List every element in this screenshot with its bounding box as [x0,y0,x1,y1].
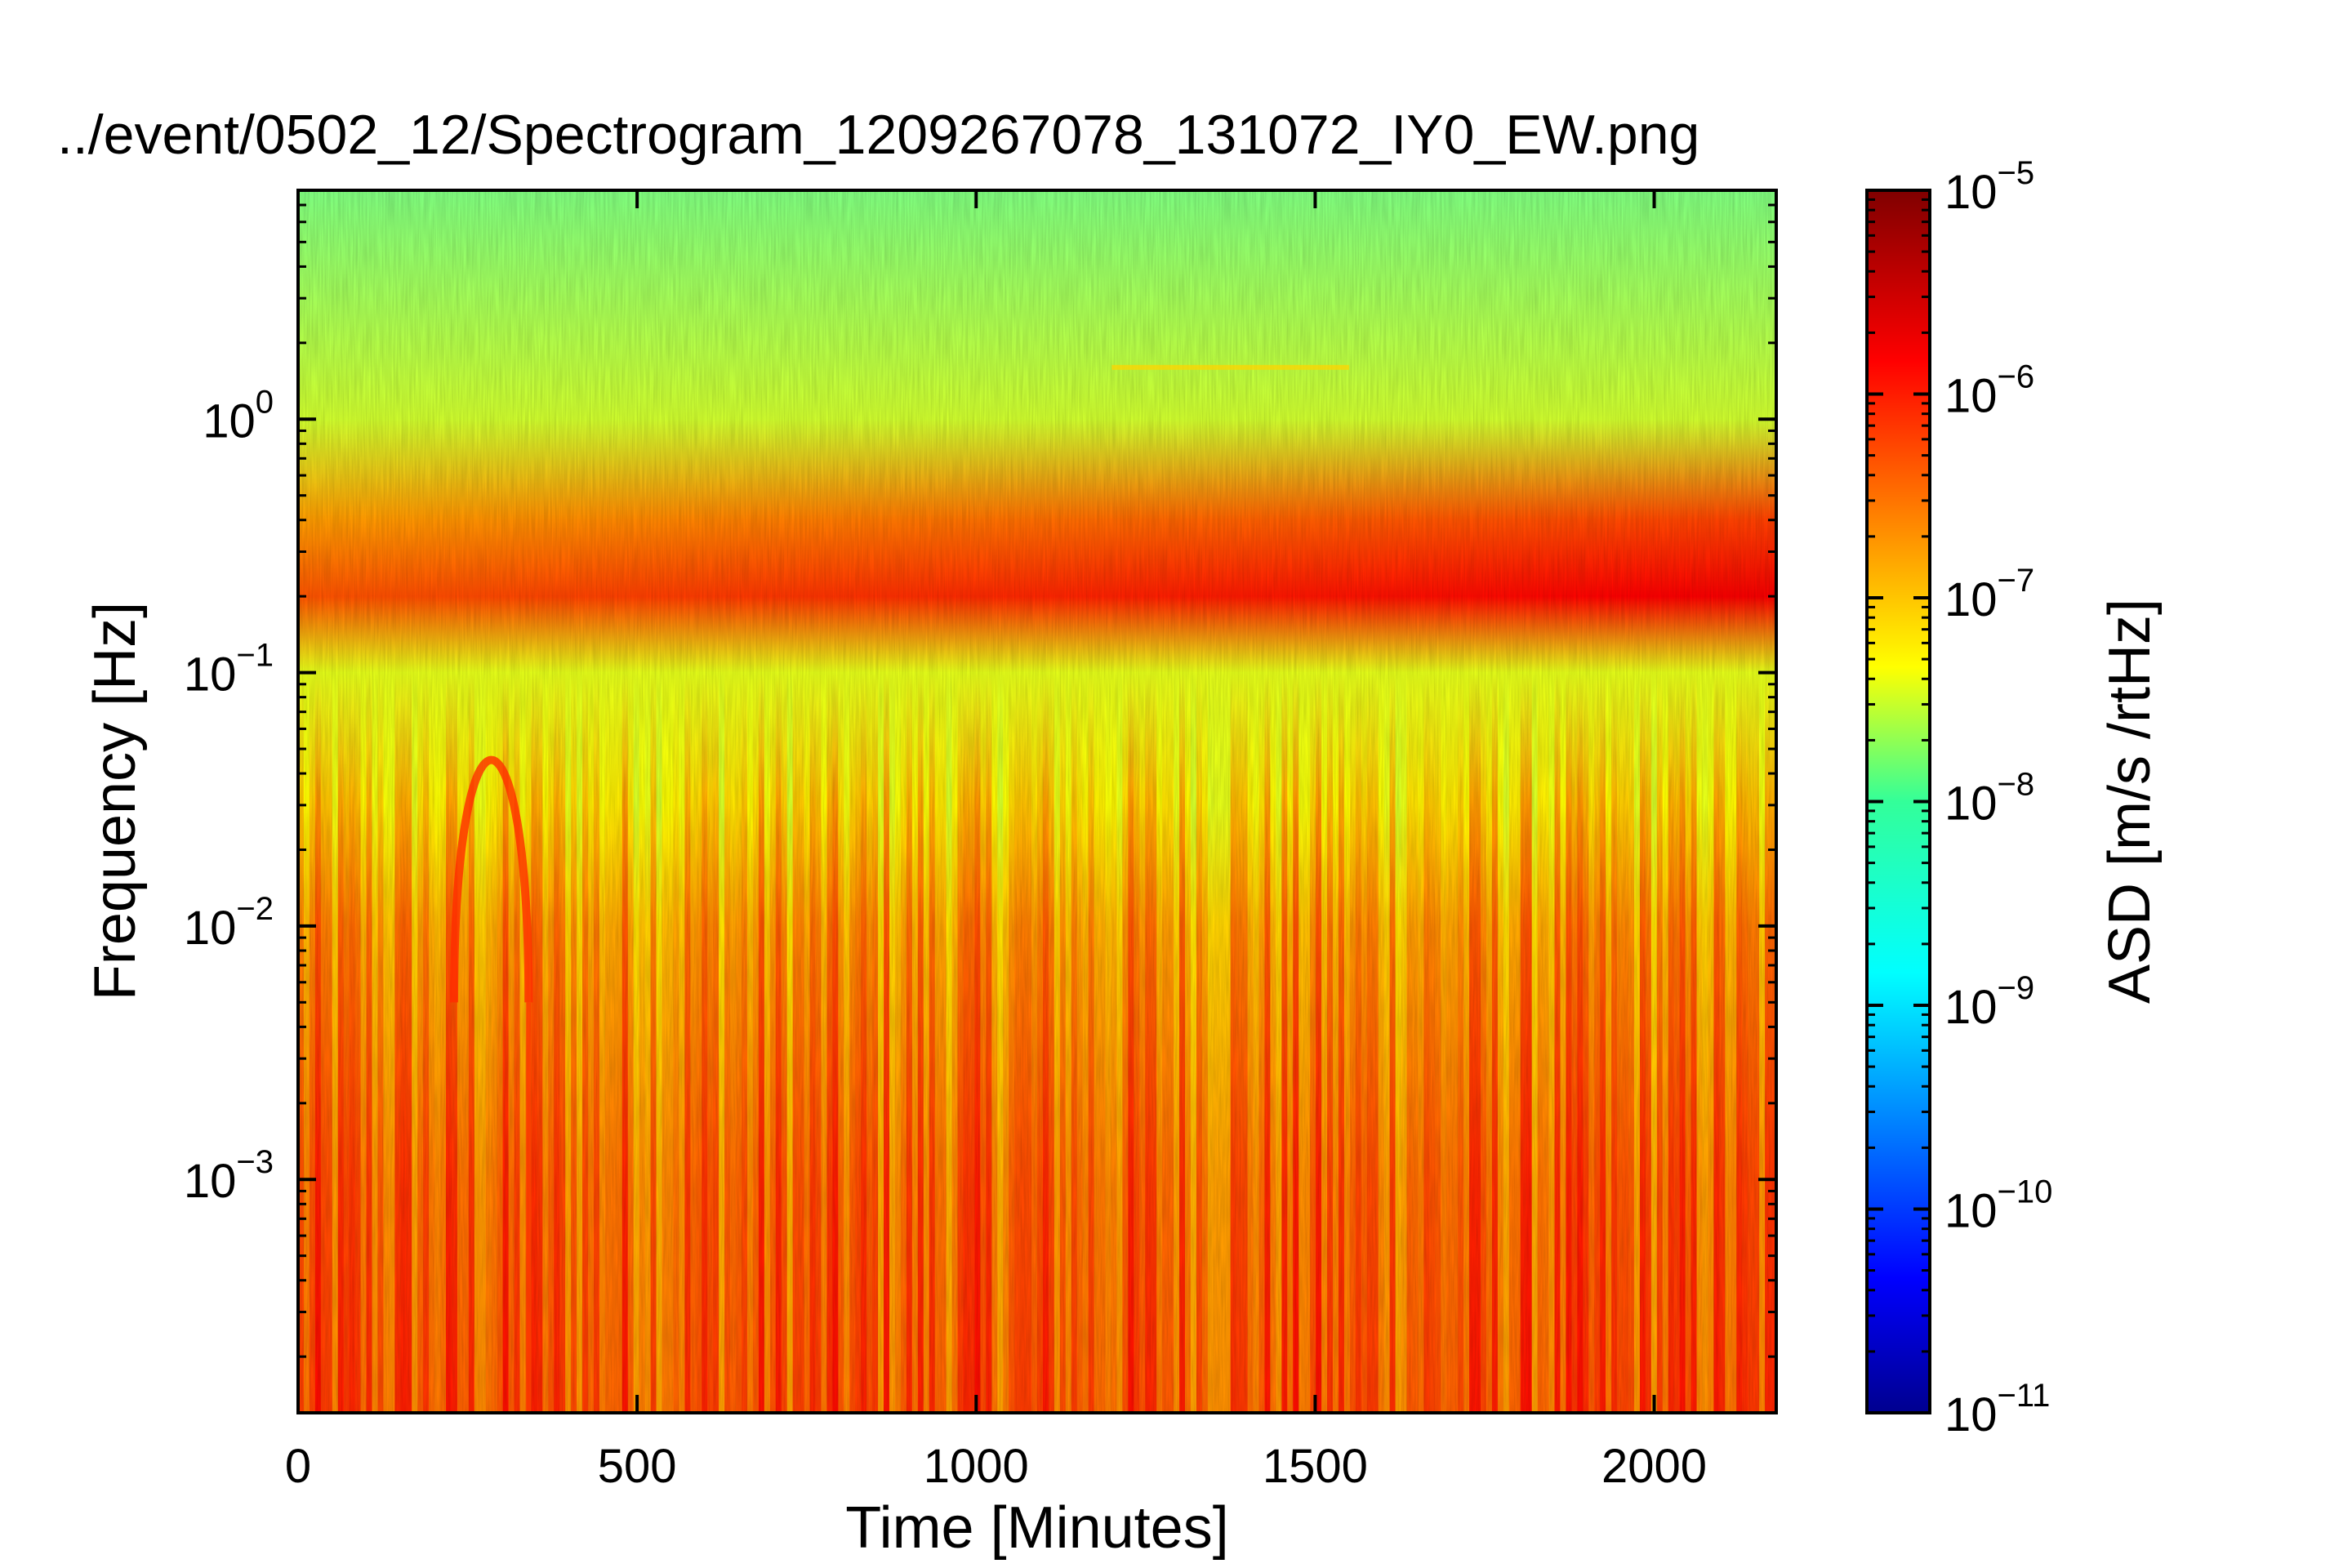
colorbar-tick-label: 10−7 [1944,563,2034,626]
x-tick-label: 500 [598,1440,677,1493]
x-tick-label: 1500 [1263,1440,1368,1493]
colorbar-tick-label: 10−11 [1944,1378,2050,1441]
x-tick-label: 2000 [1601,1440,1707,1493]
event-arc [449,755,533,1003]
colorbar-label: ASD [m/s /rtHz] [2097,599,2163,1004]
x-axis-label: Time [Minutes] [845,1495,1228,1561]
y-tick-label: 100 [203,384,274,448]
plot-frame [296,189,1778,1414]
x-axis: 0 500 1000 1500 2000 [285,190,1707,1493]
y-tick-label: 10−1 [184,638,274,702]
chart-title: ../event/0502_12/Spectrogram_1209267078_… [57,104,1699,166]
x-tick-label: 1000 [924,1440,1029,1493]
colorbar-tick-label: 10−6 [1944,359,2034,423]
spectral-features [449,364,1349,1413]
y-axis-label: Frequency [Hz] [82,602,148,1000]
colorbar-tick-label: 10−9 [1944,970,2034,1034]
y-tick-label: 10−2 [184,891,274,955]
colorbar-ticks: 10−5 10−6 10−7 10−8 10−9 10−10 10−11 [1867,155,2052,1441]
colorbar-tick-label: 10−10 [1944,1174,2052,1238]
y-tick-label: 10−3 [184,1144,274,1208]
noise-texture [298,190,1776,1413]
colorbar-tick-label: 10−8 [1944,767,2034,831]
y-axis: 10−3 10−2 10−1 100 [184,189,1776,1358]
x-tick-label: 0 [285,1440,311,1493]
colorbar-tick-label: 10−5 [1944,155,2034,219]
